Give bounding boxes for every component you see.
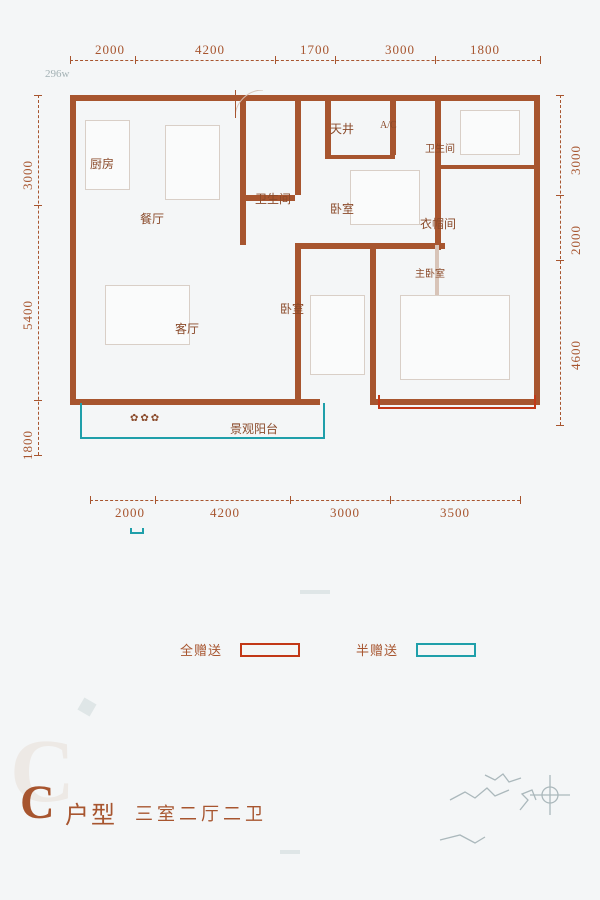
tick — [275, 56, 276, 64]
compass-scribble-icon — [430, 740, 580, 870]
tick — [556, 425, 564, 426]
cyan-marker-icon — [130, 528, 144, 534]
furn-bed-1 — [350, 170, 420, 225]
dim-line-left — [38, 95, 39, 455]
legend-half-swatch — [416, 643, 476, 657]
dim-top-4: 1800 — [470, 42, 500, 58]
label-lightwell: 天井 — [330, 120, 354, 137]
flower-deco-icon: ✿✿✿ — [130, 413, 161, 424]
label-bed-1: 卧室 — [330, 200, 354, 217]
handwriting-note: 296w — [45, 68, 69, 80]
tick — [155, 496, 156, 504]
dim-bot-0: 2000 — [115, 505, 145, 521]
label-master: 主卧室 — [415, 265, 445, 280]
tick — [135, 56, 136, 64]
wall-left — [70, 95, 76, 405]
tick — [90, 496, 91, 504]
wall-right — [534, 95, 540, 405]
dim-left-1: 5400 — [20, 300, 36, 330]
wall-int — [295, 245, 301, 405]
dim-line-top — [70, 60, 540, 61]
dim-right-2: 4600 — [568, 340, 584, 370]
tick — [290, 496, 291, 504]
tick — [556, 95, 564, 96]
label-bath-1: 卫生间 — [255, 190, 291, 207]
label-living: 客厅 — [175, 320, 199, 337]
dim-bot-3: 3500 — [440, 505, 470, 521]
furn-dining-table — [165, 125, 220, 200]
tick — [556, 260, 564, 261]
label-bath-2: 卫生间 — [425, 140, 455, 155]
dim-bot-1: 4200 — [210, 505, 240, 521]
tick — [520, 496, 521, 504]
tick — [70, 56, 71, 64]
wall-int — [370, 245, 376, 405]
floor-plan: ✿✿✿ 厨房 餐厅 客厅 卫生间 天井 A/C 卫生间 卧室 衣帽间 卧室 主卧… — [70, 95, 540, 425]
label-dining: 餐厅 — [140, 210, 164, 227]
speck — [280, 850, 300, 854]
wall-top — [70, 95, 540, 101]
wall-int — [435, 165, 535, 169]
tick — [435, 56, 436, 64]
label-bed-2: 卧室 — [280, 300, 304, 317]
tick — [34, 205, 42, 206]
dim-right-1: 2000 — [568, 225, 584, 255]
tick — [34, 455, 42, 456]
legend: 全赠送 半赠送 — [180, 640, 476, 659]
unit-letter: C — [20, 775, 55, 830]
speck — [300, 590, 330, 594]
dim-left-0: 3000 — [20, 160, 36, 190]
dim-top-3: 3000 — [385, 42, 415, 58]
tick — [335, 56, 336, 64]
furn-bath — [460, 110, 520, 155]
label-kitchen: 厨房 — [90, 155, 114, 172]
dim-top-1: 4200 — [195, 42, 225, 58]
wall-int — [325, 155, 395, 159]
dim-top-0: 2000 — [95, 42, 125, 58]
legend-full-swatch — [240, 643, 300, 657]
label-ac: A/C — [380, 120, 397, 131]
legend-full-label: 全赠送 — [180, 640, 222, 659]
unit-type-label: 户型 — [65, 795, 117, 830]
tick — [34, 95, 42, 96]
dim-bot-2: 3000 — [330, 505, 360, 521]
tick — [556, 195, 564, 196]
unit-spec: 三室二厅二卫 — [135, 800, 267, 826]
dim-top-2: 1700 — [300, 42, 330, 58]
dim-right-0: 3000 — [568, 145, 584, 175]
floorplan-canvas: 2000 4200 1700 3000 1800 296w 3000 5400 … — [0, 0, 600, 900]
furn-bed-2 — [310, 295, 365, 375]
tick — [540, 56, 541, 64]
furn-bed-master — [400, 295, 510, 380]
speck — [77, 697, 96, 716]
label-closet: 衣帽间 — [420, 215, 456, 232]
tick — [34, 400, 42, 401]
door-arc-icon — [235, 90, 265, 120]
label-balcony: 景观阳台 — [230, 420, 278, 437]
balcony-full-gift — [378, 395, 536, 409]
tick — [390, 496, 391, 504]
wall-int — [295, 95, 301, 195]
legend-half-label: 半赠送 — [356, 640, 398, 659]
balcony-half-gift — [80, 403, 325, 439]
